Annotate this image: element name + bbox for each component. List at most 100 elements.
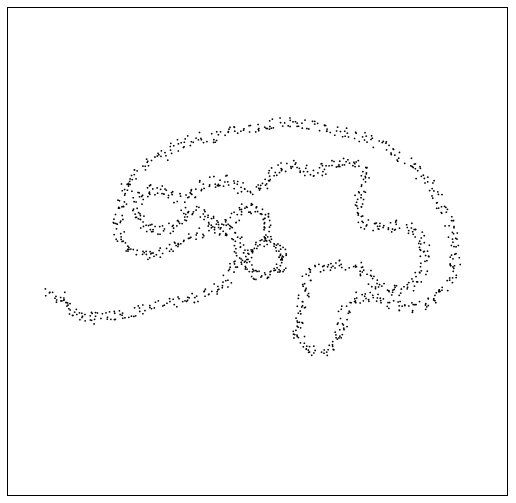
scatter-point bbox=[437, 207, 440, 210]
scatter-point bbox=[127, 185, 130, 187]
scatter-point bbox=[132, 315, 135, 318]
scatter-point bbox=[125, 250, 128, 252]
scatter-point bbox=[398, 309, 401, 311]
scatter-point bbox=[263, 245, 266, 248]
scatter-point bbox=[239, 246, 242, 249]
scatter-point bbox=[275, 244, 278, 247]
scatter-point bbox=[222, 185, 225, 188]
scatter-point bbox=[198, 181, 201, 183]
scatter-point bbox=[296, 122, 299, 125]
scatter-point bbox=[323, 168, 326, 171]
scatter-point bbox=[414, 271, 417, 274]
scatter-point bbox=[274, 171, 277, 174]
scatter-point bbox=[336, 338, 339, 341]
scatter-point bbox=[251, 270, 254, 273]
scatter-point bbox=[221, 284, 224, 287]
scatter-point bbox=[100, 317, 102, 320]
scatter-point bbox=[89, 314, 92, 317]
scatter-point bbox=[55, 299, 58, 301]
scatter-point bbox=[292, 159, 295, 162]
scatter-point bbox=[299, 312, 302, 315]
scatter-point bbox=[405, 223, 408, 226]
scatter-point bbox=[191, 212, 194, 215]
scatter-point bbox=[301, 322, 304, 325]
scatter-point bbox=[327, 348, 330, 351]
scatter-point bbox=[367, 283, 370, 286]
scatter-point bbox=[148, 193, 151, 196]
scatter-point bbox=[175, 244, 177, 247]
scatter-point bbox=[309, 173, 312, 176]
scatter-point bbox=[450, 254, 453, 257]
scatter-point bbox=[331, 159, 333, 162]
scatter-point bbox=[331, 343, 334, 346]
scatter-point bbox=[127, 316, 130, 319]
scatter-point bbox=[244, 266, 247, 269]
scatter-point bbox=[269, 270, 271, 273]
scatter-point bbox=[132, 248, 135, 251]
scatter-point bbox=[452, 266, 454, 268]
scatter-point bbox=[152, 230, 154, 233]
scatter-point bbox=[277, 164, 279, 166]
scatter-point bbox=[127, 250, 129, 252]
scatter-point bbox=[195, 137, 198, 140]
scatter-point bbox=[297, 297, 300, 300]
scatter-point bbox=[336, 126, 339, 129]
scatter-point bbox=[243, 127, 245, 130]
scatter-point bbox=[259, 239, 262, 242]
scatter-point bbox=[332, 265, 334, 268]
scatter-point bbox=[112, 221, 115, 224]
scatter-point bbox=[378, 228, 380, 231]
scatter-point bbox=[161, 305, 164, 307]
scatter-point bbox=[260, 213, 263, 216]
scatter-point bbox=[411, 278, 413, 280]
scatter-point bbox=[198, 227, 201, 230]
scatter-point bbox=[450, 219, 453, 222]
scatter-point bbox=[257, 184, 260, 186]
scatter-point bbox=[186, 135, 189, 137]
scatter-point bbox=[380, 301, 382, 304]
scatter-point bbox=[263, 217, 266, 220]
scatter-point bbox=[150, 159, 153, 162]
scatter-point bbox=[75, 313, 78, 316]
scatter-point bbox=[236, 183, 239, 186]
scatter-point bbox=[189, 236, 192, 239]
scatter-point bbox=[450, 244, 453, 247]
scatter-point bbox=[352, 265, 355, 268]
scatter-point bbox=[219, 228, 222, 230]
scatter-point bbox=[134, 216, 137, 219]
scatter-point bbox=[184, 219, 186, 221]
scatter-point bbox=[296, 335, 299, 338]
scatter-point bbox=[369, 291, 372, 294]
scatter-point bbox=[345, 160, 348, 163]
scatter-point bbox=[376, 225, 379, 228]
scatter-point bbox=[347, 158, 349, 161]
scatter-point bbox=[203, 218, 205, 221]
scatter-point bbox=[381, 141, 384, 144]
scatter-point bbox=[392, 148, 395, 151]
scatter-point bbox=[214, 186, 217, 189]
scatter-point bbox=[363, 139, 366, 141]
scatter-point bbox=[169, 142, 172, 145]
scatter-point bbox=[59, 300, 62, 302]
scatter-point bbox=[358, 191, 361, 194]
scatter-point bbox=[142, 225, 145, 228]
scatter-point bbox=[423, 250, 426, 253]
scatter-point bbox=[274, 269, 277, 272]
scatter-point bbox=[187, 233, 190, 235]
scatter-point bbox=[169, 149, 172, 152]
scatter-point bbox=[318, 166, 321, 169]
scatter-point bbox=[178, 297, 180, 300]
scatter-point bbox=[254, 210, 257, 213]
scatter-point bbox=[190, 189, 193, 192]
scatter-point bbox=[169, 300, 171, 303]
scatter-point bbox=[261, 182, 264, 185]
scatter-point bbox=[81, 316, 83, 319]
scatter-point bbox=[171, 193, 174, 196]
scatter-point bbox=[323, 264, 326, 267]
scatter-point bbox=[380, 285, 383, 288]
scatter-point bbox=[137, 217, 140, 220]
scatter-point bbox=[295, 329, 297, 332]
scatter-point bbox=[118, 199, 121, 202]
scatter-point bbox=[229, 126, 231, 129]
scatter-point bbox=[266, 236, 269, 238]
